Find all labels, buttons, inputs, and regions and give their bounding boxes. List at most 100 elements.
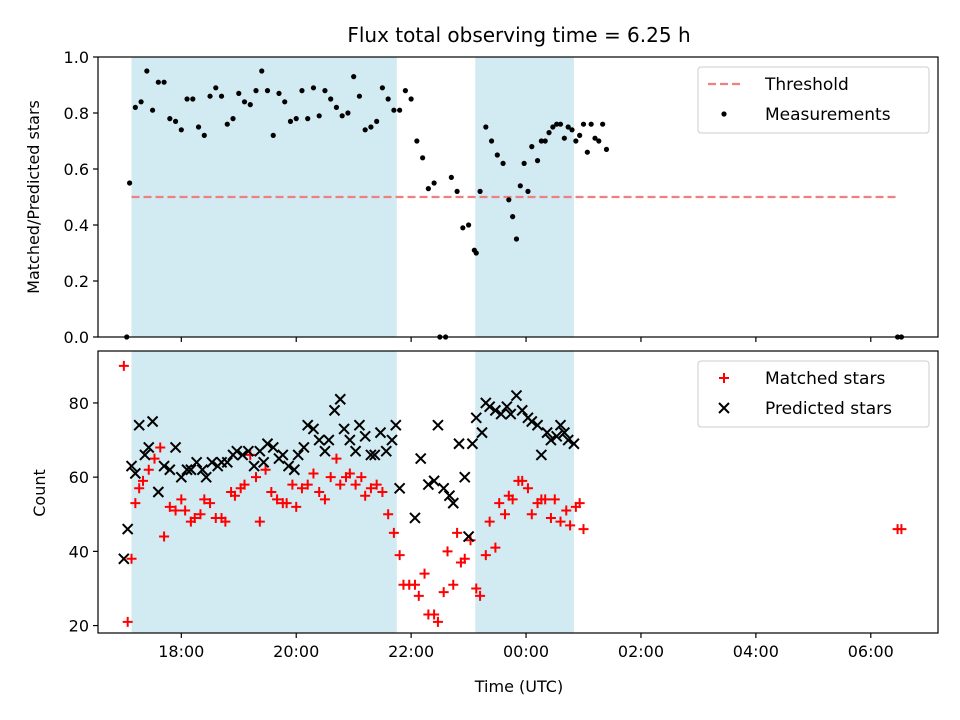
y-tick-label: 20 xyxy=(69,617,89,636)
measurement-point xyxy=(554,121,560,127)
matched-point xyxy=(164,501,175,512)
matched-point xyxy=(122,616,133,627)
measurement-point xyxy=(362,127,368,133)
matched-point xyxy=(356,472,367,483)
measurement-point xyxy=(408,96,414,102)
measurement-point xyxy=(259,68,265,74)
predicted-point xyxy=(221,456,233,469)
measurement-point xyxy=(207,93,213,99)
x-tick-label: 06:00 xyxy=(848,642,894,661)
predicted-point xyxy=(152,486,165,498)
predicted-point xyxy=(466,438,479,450)
predicted-point xyxy=(143,441,155,454)
matched-point xyxy=(526,509,537,520)
matched-point xyxy=(176,494,187,505)
measurement-point xyxy=(420,155,426,161)
predicted-point xyxy=(415,452,427,465)
matched-point xyxy=(499,509,510,520)
measurement-point xyxy=(201,132,207,138)
matched-point xyxy=(371,479,382,490)
matched-point xyxy=(138,475,149,486)
predicted-point xyxy=(510,389,523,402)
measurement-point xyxy=(557,121,564,127)
predicted-point xyxy=(313,434,325,446)
y-tick-label: 40 xyxy=(69,542,89,561)
predicted-point xyxy=(462,530,475,543)
predicted-point xyxy=(353,419,366,431)
predicted-point xyxy=(386,434,398,446)
measurement-point xyxy=(282,99,288,105)
predicted-point xyxy=(550,430,563,443)
measurement-point xyxy=(513,236,520,242)
measurement-point xyxy=(569,127,575,133)
matched-point xyxy=(465,535,476,546)
predicted-point xyxy=(206,456,218,469)
measurement-point xyxy=(425,186,431,192)
matched-point xyxy=(239,479,250,490)
matched-point xyxy=(561,505,572,516)
measurement-point xyxy=(521,160,527,166)
predicted-point xyxy=(374,426,387,439)
predicted-point xyxy=(125,460,138,472)
y-tick-label: 0.6 xyxy=(64,160,89,179)
predicted-point xyxy=(200,471,212,483)
measurement-point xyxy=(500,160,506,166)
measurement-point xyxy=(584,149,590,155)
measurement-point xyxy=(379,85,386,91)
predicted-point xyxy=(545,434,557,446)
measurement-point xyxy=(218,93,225,99)
predicted-point xyxy=(422,478,435,491)
measurement-point xyxy=(542,138,548,144)
matched-point xyxy=(272,494,283,505)
measurement-point xyxy=(577,132,583,138)
predicted-point xyxy=(267,441,279,454)
y-tick-label: 60 xyxy=(69,468,89,487)
matched-point xyxy=(302,479,313,490)
measurement-point xyxy=(397,107,403,113)
matched-point xyxy=(281,498,292,509)
matched-point xyxy=(189,512,200,523)
predicted-point xyxy=(323,434,335,446)
measurement-point xyxy=(264,88,271,94)
matched-point xyxy=(205,498,216,509)
predicted-point xyxy=(476,426,488,439)
predicted-point xyxy=(453,438,465,450)
measurement-point xyxy=(167,116,173,122)
matched-point xyxy=(442,546,453,557)
predicted-point xyxy=(459,471,471,483)
y-tick-label: 0.8 xyxy=(64,104,89,123)
predicted-point xyxy=(319,445,331,457)
axes-frame xyxy=(97,350,939,634)
measurement-point xyxy=(510,214,516,220)
predicted-point xyxy=(288,464,301,476)
matched-point xyxy=(220,516,231,527)
measurement-point xyxy=(565,124,571,130)
predicted-point xyxy=(231,445,243,457)
matched-point xyxy=(199,494,210,505)
predicted-point xyxy=(437,482,450,494)
matched-point xyxy=(143,464,154,475)
measurement-point xyxy=(368,124,374,130)
predicted-point xyxy=(535,449,548,461)
predicted-point xyxy=(447,497,459,509)
matched-point xyxy=(452,527,463,538)
predicted-point xyxy=(121,523,134,535)
measurement-point xyxy=(230,116,236,122)
matched-point xyxy=(134,483,145,494)
legend-box xyxy=(697,360,930,428)
measurement-point xyxy=(310,85,317,91)
measurement-point xyxy=(580,121,587,127)
legend-label: Predicted stars xyxy=(765,399,892,419)
measurement-point xyxy=(402,88,408,94)
legend-box xyxy=(697,66,930,134)
predicted-point xyxy=(470,412,482,424)
predicted-point xyxy=(483,400,496,413)
predicted-point xyxy=(359,430,371,443)
matched-point xyxy=(432,616,443,627)
measurement-point xyxy=(488,138,495,144)
measurement-point xyxy=(448,174,454,180)
matched-point xyxy=(896,524,907,535)
predicted-point xyxy=(282,460,295,472)
measurement-point xyxy=(588,121,594,127)
measurement-point xyxy=(391,107,397,113)
